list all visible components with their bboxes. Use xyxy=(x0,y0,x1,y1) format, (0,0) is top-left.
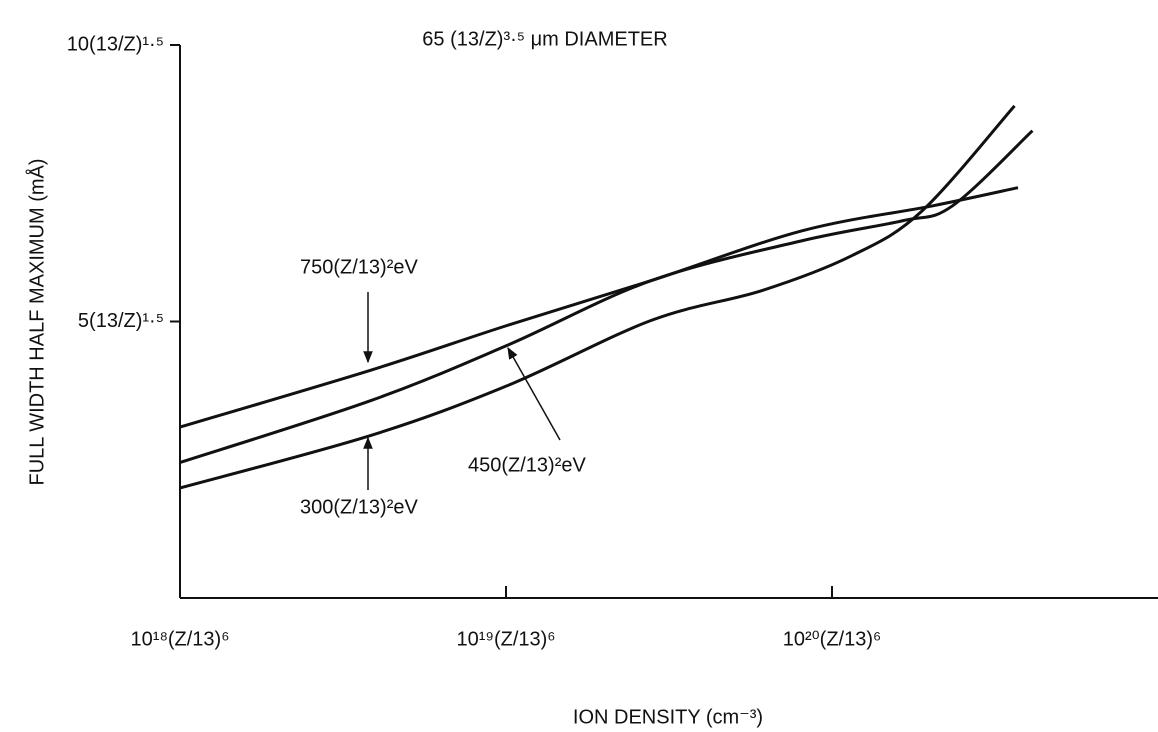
series-label: 300(Z/13)²eV xyxy=(300,496,418,518)
line-series xyxy=(179,129,1034,464)
y-tick-label: 10(13/Z)¹·⁵ xyxy=(67,33,164,55)
label-arrow xyxy=(507,346,561,441)
chart-title: 65 (13/Z)³·⁵ μm DIAMETER xyxy=(422,28,667,50)
x-axis-label: ION DENSITY (cm⁻³) xyxy=(573,706,763,728)
x-tick-label: 10¹⁸(Z/13)⁶ xyxy=(131,628,230,650)
x-tick-label: 10²⁰(Z/13)⁶ xyxy=(783,628,882,650)
y-tick-label: 5(13/Z)¹·⁵ xyxy=(78,310,164,332)
series-label: 450(Z/13)²eV xyxy=(468,454,586,476)
x-tick-label: 10¹⁹(Z/13)⁶ xyxy=(456,628,555,650)
y-axis-label: FULL WIDTH HALF MAXIMUM (mÅ) xyxy=(25,158,48,485)
series-label: 750(Z/13)²eV xyxy=(300,256,418,278)
line-series xyxy=(179,104,1016,490)
